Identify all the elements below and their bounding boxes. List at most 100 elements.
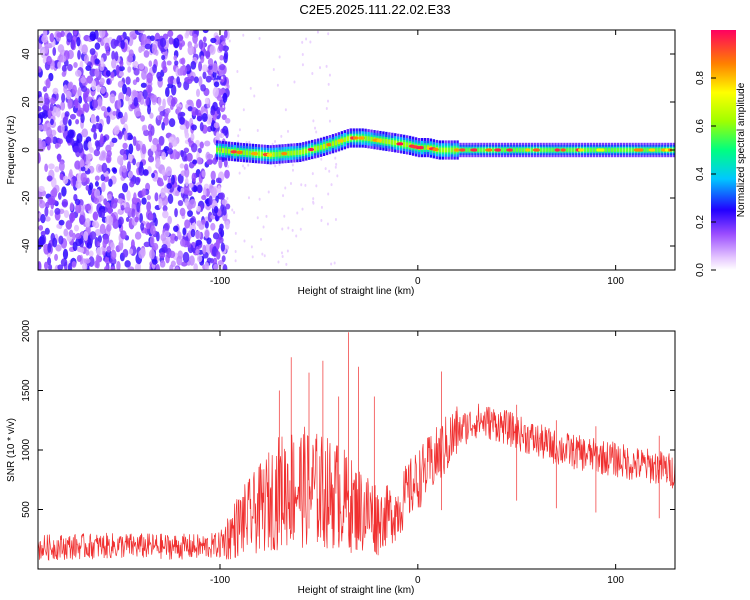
noise-cell: [91, 221, 96, 227]
signal-cell: [242, 150, 246, 156]
noise-cell: [127, 266, 135, 270]
noise-cell: [95, 140, 101, 151]
noise-cell: [221, 199, 228, 205]
noise-cell: [234, 231, 237, 235]
noise-cell: [287, 226, 290, 230]
noise-cell: [146, 201, 152, 212]
noise-cell: [304, 183, 307, 187]
noise-cell: [136, 201, 141, 213]
noise-cell: [267, 190, 270, 194]
noise-cell: [311, 72, 314, 76]
noise-cell: [54, 207, 61, 215]
noise-cell: [129, 181, 135, 188]
noise-cell: [109, 93, 116, 104]
noise-cell: [263, 254, 266, 258]
noise-cell: [138, 63, 145, 70]
noise-cell: [245, 140, 248, 144]
noise-cell: [48, 264, 53, 270]
noise-cell: [70, 137, 75, 146]
noise-cell: [147, 104, 152, 115]
noise-cell: [110, 71, 115, 78]
noise-cell: [195, 108, 199, 116]
noise-cell: [213, 122, 220, 129]
noise-cell: [327, 82, 330, 86]
noise-cell: [46, 55, 52, 65]
noise-cell: [43, 261, 49, 270]
noise-cell: [120, 204, 125, 211]
noise-cell: [210, 258, 214, 264]
noise-cell: [202, 30, 209, 34]
noise-cell: [311, 172, 314, 176]
noise-cell: [50, 97, 56, 105]
noise-cell: [140, 82, 147, 88]
noise-cell: [140, 222, 145, 231]
noise-cell: [57, 264, 64, 270]
signal-cell: [646, 148, 649, 152]
noise-cell: [196, 205, 201, 212]
noise-cell: [46, 127, 53, 137]
noise-cell: [253, 94, 256, 98]
noise-cell: [237, 134, 240, 138]
noise-cell: [168, 118, 176, 128]
noise-cell: [148, 60, 153, 67]
noise-cell: [117, 131, 123, 140]
noise-cell: [198, 39, 204, 50]
noise-cell: [38, 106, 42, 112]
noise-cell: [162, 210, 169, 219]
signal-cell: [272, 152, 275, 157]
signal-cell: [515, 148, 519, 152]
noise-cell: [38, 118, 42, 124]
noise-cell: [199, 141, 204, 149]
noise-cell: [173, 55, 178, 61]
noise-cell: [223, 159, 228, 168]
noise-cell: [280, 251, 283, 255]
noise-cell: [128, 248, 134, 255]
noise-cell: [206, 237, 212, 245]
noise-cell: [122, 248, 129, 258]
noise-cell: [80, 113, 85, 124]
noise-cell: [128, 143, 134, 155]
noise-cell: [148, 155, 155, 163]
noise-cell: [173, 37, 180, 49]
noise-cell: [58, 138, 63, 145]
noise-cell: [207, 211, 213, 223]
noise-cell: [280, 134, 283, 138]
noise-cell: [77, 49, 81, 60]
noise-cell: [97, 37, 102, 43]
noise-cell: [38, 152, 41, 164]
noise-cell: [73, 61, 78, 68]
signal-peak: [506, 148, 514, 152]
snr-y-label: SNR (10 * v/v): [6, 418, 17, 482]
signal-cell: [278, 151, 281, 157]
noise-cell: [305, 37, 308, 41]
noise-cell: [198, 76, 203, 87]
noise-cell: [133, 68, 140, 76]
noise-cell: [208, 64, 213, 70]
noise-cell: [219, 223, 224, 231]
noise-cell: [71, 261, 77, 268]
noise-cell: [293, 80, 296, 84]
signal-peak: [494, 148, 502, 152]
noise-cell: [106, 246, 112, 253]
noise-cell: [187, 210, 193, 218]
noise-cell: [74, 97, 79, 109]
noise-cell: [211, 187, 217, 197]
signal-peak: [485, 148, 493, 152]
noise-cell: [118, 216, 124, 226]
noise-cell: [330, 262, 333, 266]
noise-cell: [200, 55, 205, 64]
y-tick-label: 1000: [21, 438, 32, 461]
noise-cell: [142, 124, 148, 131]
noise-cell: [40, 230, 46, 237]
noise-cell: [125, 95, 130, 102]
signal-cell: [370, 136, 373, 142]
noise-cell: [162, 65, 168, 74]
noise-cell: [209, 45, 216, 55]
noise-cell: [276, 83, 279, 87]
noise-cell: [117, 80, 124, 88]
noise-cell: [177, 199, 184, 207]
signal-cell: [569, 148, 572, 152]
noise-cell: [187, 106, 193, 112]
signal-cell: [319, 144, 323, 150]
noise-cell: [220, 242, 225, 252]
